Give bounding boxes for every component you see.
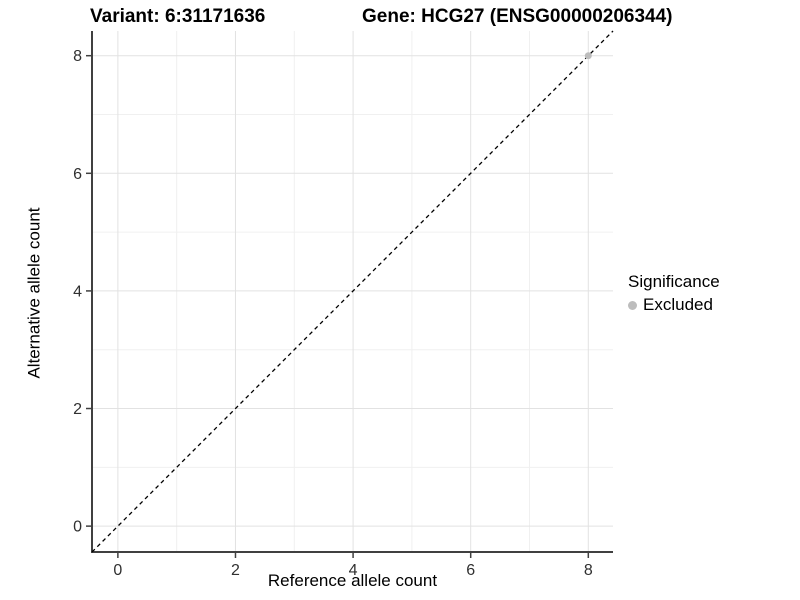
x-tick-label: 2	[231, 562, 240, 579]
legend: Significance Excluded	[628, 272, 720, 315]
y-tick-label: 0	[73, 519, 82, 536]
x-tick-label: 0	[113, 562, 122, 579]
legend-point-icon	[628, 300, 637, 310]
x-tick-label: 4	[349, 562, 358, 579]
plot-title-gene: Gene: HCG27 (ENSG00000206344)	[362, 6, 673, 27]
x-tick-label: 6	[466, 562, 475, 579]
legend-item-excluded: Excluded	[628, 295, 720, 315]
legend-title: Significance	[628, 272, 720, 291]
x-tick-label: 8	[584, 562, 593, 579]
x-axis-title: Reference allele count	[267, 571, 438, 590]
plot-title-variant: Variant: 6:31171636	[90, 6, 266, 27]
y-tick-label: 4	[73, 283, 82, 300]
y-axis-title: Alternative allele count	[24, 207, 44, 379]
identity-line	[91, 30, 614, 553]
y-tick-label: 2	[73, 401, 82, 418]
y-tick-label: 8	[73, 48, 82, 65]
legend-item-label: Excluded	[643, 295, 713, 314]
data-point	[584, 52, 592, 60]
y-tick-label: 6	[73, 166, 82, 183]
